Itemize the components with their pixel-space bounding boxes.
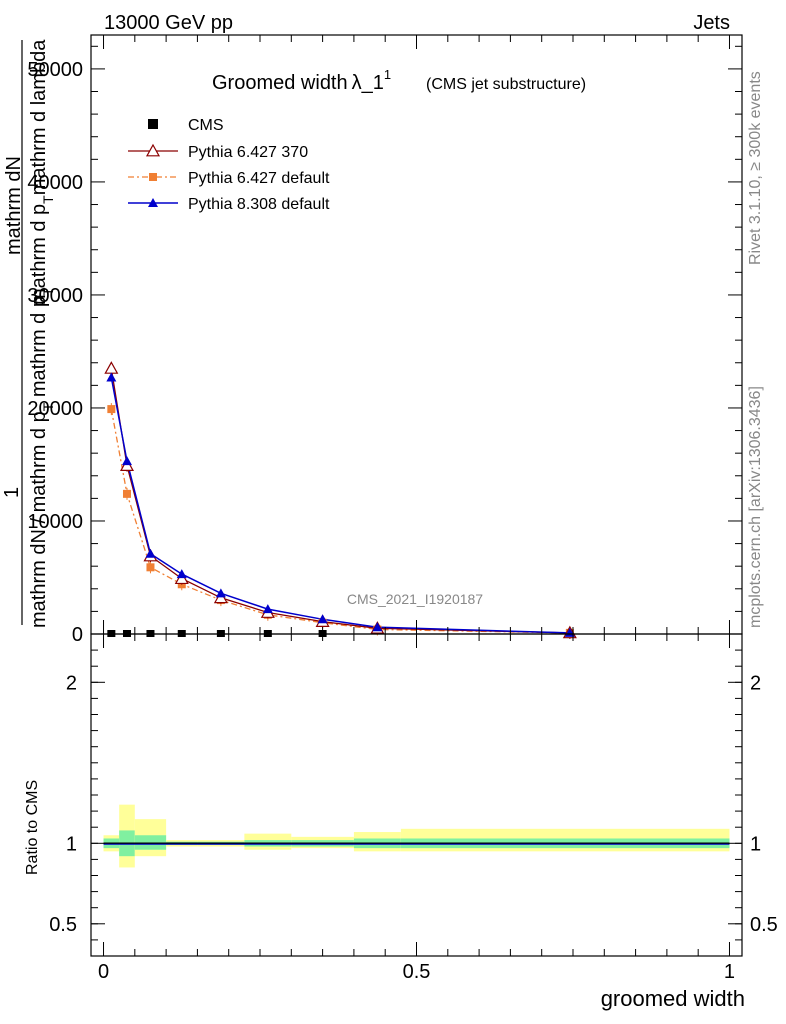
point-pythia8 bbox=[372, 622, 383, 632]
x-axis-label: groomed width bbox=[601, 986, 745, 1011]
y-tick-label: 10000 bbox=[27, 511, 83, 533]
point-pythia8 bbox=[215, 588, 226, 598]
point-pythia8 bbox=[317, 614, 328, 624]
legend-marker-cms bbox=[148, 119, 158, 129]
point-pythia8 bbox=[106, 372, 117, 382]
legend-label: Pythia 8.308 default bbox=[188, 196, 330, 213]
legend-item: Pythia 6.427 370 bbox=[128, 143, 308, 161]
legend: CMS Pythia 6.427 370 Pythia 6.427 default P… bbox=[128, 117, 330, 213]
main-plot bbox=[104, 361, 577, 639]
ratio-band-inner bbox=[134, 835, 167, 850]
point-pythia8 bbox=[176, 569, 187, 579]
y-tick-label: 50000 bbox=[27, 59, 83, 81]
point-pythia6-370 bbox=[104, 361, 119, 374]
header-left: 13000 GeV pp bbox=[104, 12, 233, 34]
ratio-frame bbox=[90, 633, 743, 957]
point-pythia8 bbox=[121, 456, 132, 466]
ratio-y-tick-label-right: 2 bbox=[750, 672, 761, 694]
x-tick-label: 1 bbox=[724, 961, 735, 983]
legend-item: CMS bbox=[148, 117, 224, 134]
ratio-y-tick-label: 2 bbox=[66, 672, 77, 694]
y-label-one: 1 bbox=[1, 487, 23, 498]
y-label-denominator: mathrm dN / mathrm d pT mathrm d pT bbox=[28, 287, 56, 628]
legend-item: Pythia 8.308 default bbox=[128, 196, 330, 213]
ratio-y-tick-label-right: 0.5 bbox=[750, 914, 778, 936]
legend-marker-pythia6-default bbox=[149, 173, 157, 181]
series-line-pythia6-default bbox=[110, 408, 570, 634]
point-pythia8 bbox=[564, 627, 575, 637]
y-axis-label: 1 mathrm dN mathrm d pTmathrm d lambda m… bbox=[1, 39, 56, 628]
ratio-y-label: Ratio to CMS bbox=[24, 780, 41, 875]
legend-marker-pythia6-370 bbox=[145, 143, 161, 157]
mcplots-label: mcplots.cern.ch [arXiv:1306.3436] bbox=[747, 386, 764, 628]
rivet-label: Rivet 3.1.10, ≥ 300k events bbox=[747, 71, 764, 265]
y-tick-label: 0 bbox=[72, 624, 83, 646]
legend-item: Pythia 6.427 default bbox=[128, 170, 330, 187]
point-pythia8 bbox=[262, 604, 273, 614]
point-pythia6-default bbox=[107, 405, 116, 414]
x-tick-label: 0.5 bbox=[403, 961, 431, 983]
ratio-y-tick-label: 1 bbox=[66, 833, 77, 855]
series-line-pythia8 bbox=[110, 377, 570, 634]
point-pythia6-default bbox=[146, 563, 155, 572]
ratio-y-tick-label-right: 1 bbox=[750, 833, 761, 855]
legend-marker-pythia8 bbox=[148, 198, 158, 207]
point-pythia8 bbox=[145, 548, 156, 558]
ratio-plot bbox=[103, 804, 730, 868]
analysis-watermark: CMS_2021_I1920187 bbox=[347, 591, 483, 607]
y-label-dpt: mathrm d pTmathrm d lambda bbox=[28, 39, 56, 305]
y-label-dN: mathrm dN bbox=[3, 156, 25, 255]
legend-label: CMS bbox=[188, 117, 224, 134]
ratio-y-tick-label: 0.5 bbox=[49, 914, 77, 936]
axis-ticks: 0 10000 20000 30000 40000 50000 0 0.5 1 0.5 0.5 1 1 2… bbox=[27, 35, 778, 983]
title-main: Groomed width λ_11 bbox=[212, 67, 391, 94]
y-tick-label: 40000 bbox=[27, 172, 83, 194]
legend-label: Pythia 6.427 default bbox=[188, 170, 330, 187]
y-tick-label: 30000 bbox=[27, 285, 83, 307]
plot-title: Groomed width λ_11 (CMS jet substructure) bbox=[212, 67, 586, 94]
header-right: Jets bbox=[693, 12, 730, 34]
series-line-pythia6-370 bbox=[110, 368, 570, 634]
title-sub: (CMS jet substructure) bbox=[426, 76, 586, 93]
legend-label: Pythia 6.427 370 bbox=[188, 144, 308, 161]
x-tick-label: 0 bbox=[98, 961, 109, 983]
y-tick-label: 20000 bbox=[27, 398, 83, 420]
point-pythia6-default bbox=[122, 489, 131, 498]
